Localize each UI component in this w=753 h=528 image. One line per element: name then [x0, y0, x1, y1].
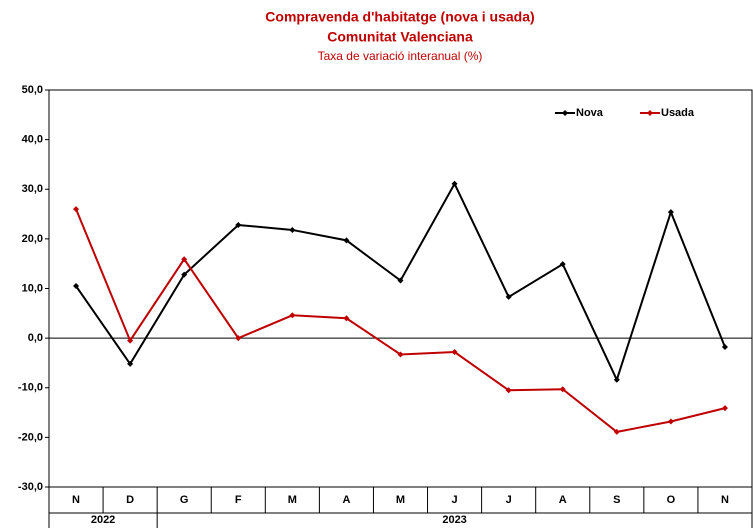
point	[73, 206, 80, 213]
series-line	[75, 208, 726, 433]
point	[181, 256, 188, 263]
x-tick-label: O	[667, 494, 676, 506]
point	[451, 180, 458, 187]
year-label: 2023	[442, 514, 466, 526]
point	[559, 261, 566, 268]
year-label: 2022	[91, 514, 115, 526]
x-tick-label: A	[342, 494, 350, 506]
y-tick-label: -10,0	[18, 382, 43, 394]
point	[235, 335, 242, 342]
legend-swatch	[562, 110, 568, 116]
x-tick-label: F	[235, 494, 242, 506]
point	[559, 386, 566, 393]
point	[451, 349, 458, 356]
point	[505, 293, 512, 300]
point	[127, 360, 134, 367]
legend-label: Nova	[576, 107, 604, 119]
y-tick-label: 50,0	[22, 84, 43, 96]
chart-title: Compravenda d'habitatge (nova i usada)	[265, 9, 534, 25]
x-tick-label: M	[396, 494, 405, 506]
chart-subtitle: Comunitat Valenciana	[327, 29, 473, 45]
point	[505, 387, 512, 394]
x-tick-label: M	[288, 494, 297, 506]
point	[343, 237, 350, 244]
y-tick-label: 40,0	[22, 134, 43, 146]
axis-label: Taxa de variació interanual (%)	[318, 49, 483, 63]
point	[613, 376, 620, 383]
x-tick-label: G	[180, 494, 189, 506]
y-tick-label: 20,0	[22, 233, 43, 245]
point	[181, 271, 188, 278]
point	[667, 209, 674, 216]
point	[343, 315, 350, 322]
x-tick-label: A	[559, 494, 567, 506]
point	[667, 418, 674, 425]
y-tick-label: 30,0	[22, 183, 43, 195]
legend-swatch	[647, 110, 653, 116]
point	[397, 277, 404, 284]
y-tick-label: -20,0	[18, 431, 43, 443]
point	[613, 428, 620, 435]
point	[289, 226, 296, 233]
point	[289, 312, 296, 319]
x-tick-label: J	[452, 494, 458, 506]
y-tick-label: 10,0	[22, 282, 43, 294]
legend-label: Usada	[661, 107, 695, 119]
point	[721, 405, 728, 412]
x-tick-label: N	[72, 494, 80, 506]
x-tick-label: N	[721, 494, 729, 506]
point	[127, 337, 134, 344]
x-tick-label: S	[613, 494, 620, 506]
point	[721, 344, 728, 351]
x-tick-label: J	[506, 494, 512, 506]
y-tick-label: -30,0	[18, 481, 43, 493]
point	[235, 221, 242, 228]
y-tick-label: 0,0	[28, 332, 43, 344]
x-tick-label: D	[126, 494, 134, 506]
point	[73, 283, 80, 290]
point	[397, 351, 404, 358]
